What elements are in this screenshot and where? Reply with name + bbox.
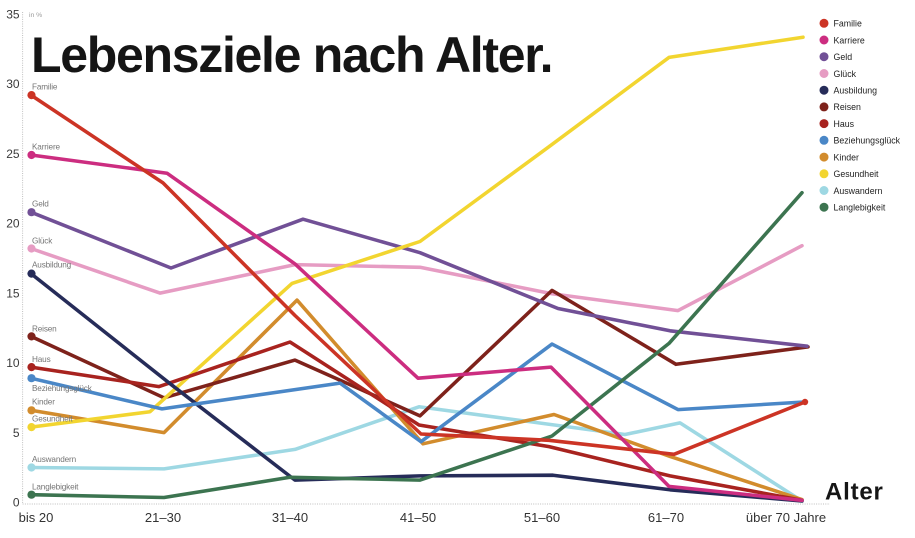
svg-text:über 70 Jahre: über 70 Jahre [746,510,826,525]
svg-text:Glück: Glück [834,69,857,79]
svg-text:Gesundheit: Gesundheit [834,169,880,179]
svg-text:61–70: 61–70 [648,510,684,525]
svg-text:Lebensziele nach Alter.: Lebensziele nach Alter. [31,27,552,83]
svg-text:Karriere: Karriere [834,35,865,45]
svg-text:35: 35 [6,7,20,21]
svg-text:Glück: Glück [32,237,53,246]
svg-text:5: 5 [13,426,20,440]
svg-text:Langlebigkeit: Langlebigkeit [32,483,79,492]
svg-text:Ausbildung: Ausbildung [834,86,878,96]
svg-text:Geld: Geld [32,200,49,209]
svg-text:Beziehungsglück: Beziehungsglück [834,136,901,146]
svg-text:Kinder: Kinder [32,398,55,407]
svg-text:31–40: 31–40 [272,510,308,525]
svg-text:21–30: 21–30 [145,510,181,525]
svg-text:Familie: Familie [834,19,862,29]
svg-text:15: 15 [6,286,20,300]
svg-text:in %: in % [29,12,42,19]
svg-text:Reisen: Reisen [32,325,57,334]
svg-text:10: 10 [6,356,20,370]
svg-text:Beziehungsglück: Beziehungsglück [32,384,93,393]
svg-text:bis 20: bis 20 [19,510,54,525]
svg-text:Alter: Alter [825,479,884,506]
svg-text:Karriere: Karriere [32,143,61,152]
svg-text:20: 20 [6,217,20,231]
svg-text:0: 0 [13,496,20,510]
svg-text:Kinder: Kinder [834,152,859,162]
svg-text:Langlebigkeit: Langlebigkeit [834,203,886,213]
svg-text:Auswandern: Auswandern [32,455,77,464]
svg-text:Auswandern: Auswandern [834,186,883,196]
svg-text:Reisen: Reisen [834,102,861,112]
svg-text:Familie: Familie [32,83,58,92]
svg-text:Gesundheit: Gesundheit [32,415,73,424]
svg-text:51–60: 51–60 [524,510,560,525]
svg-text:Haus: Haus [834,119,855,129]
svg-text:41–50: 41–50 [400,510,436,525]
svg-text:Ausbildung: Ausbildung [32,261,72,270]
svg-text:Haus: Haus [32,355,51,364]
svg-text:Geld: Geld [834,52,853,62]
svg-text:25: 25 [6,147,20,161]
svg-text:30: 30 [6,77,20,91]
